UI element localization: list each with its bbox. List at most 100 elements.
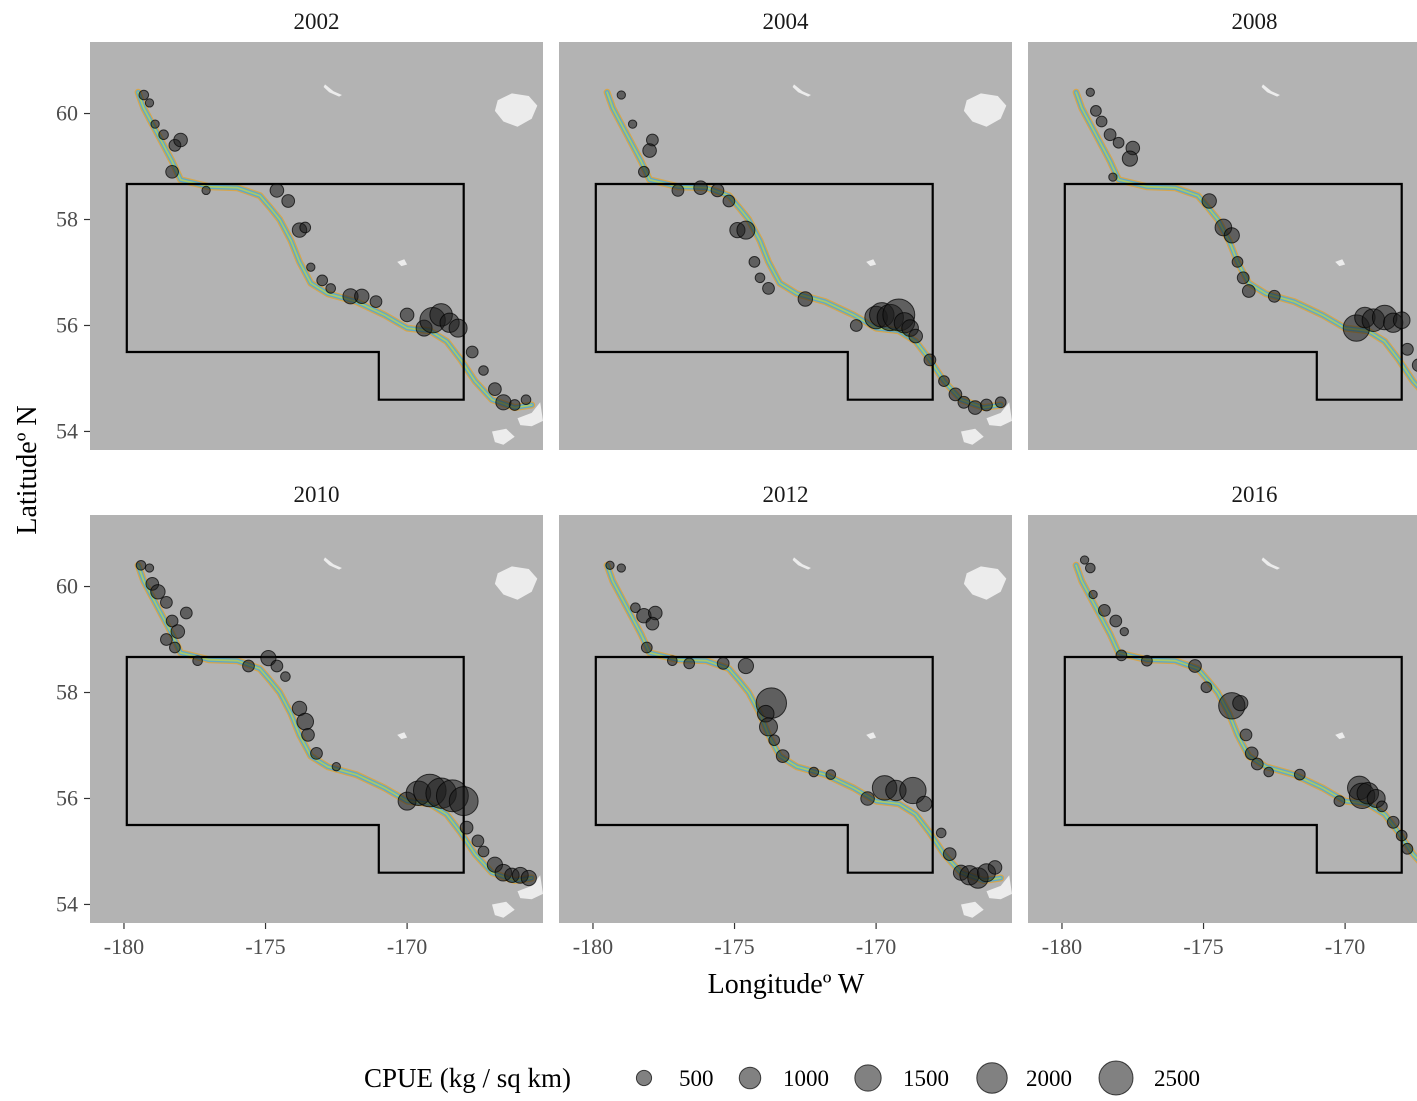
cpue-point (1112, 136, 1125, 149)
cpue-point (759, 717, 778, 737)
cpue-point (994, 396, 1007, 409)
cpue-point (459, 820, 474, 835)
cpue-point (808, 766, 820, 778)
legend-key-2500 (1098, 1060, 1134, 1096)
cpue-point (1232, 695, 1249, 712)
cpue-point (737, 657, 755, 675)
cpue-point (768, 734, 781, 747)
land-unalaska-island (492, 428, 515, 445)
cpue-point (683, 657, 696, 670)
legend-label-500: 500 (679, 1066, 714, 1091)
panel-background (559, 515, 1012, 923)
legend-key-1000 (738, 1066, 762, 1090)
cpue-point (1411, 358, 1417, 372)
cpue-point (354, 288, 370, 305)
study-area-outline (125, 182, 465, 401)
land-st-paul-island (866, 259, 877, 267)
cpue-point (710, 183, 725, 198)
cpue-point (270, 659, 284, 673)
cpue-point (638, 165, 650, 178)
cpue-point (310, 747, 323, 760)
cpue-point (1244, 746, 1259, 761)
panel-title-2010: 2010 (294, 482, 340, 507)
cpue-point (1119, 626, 1129, 637)
study-area-outline (1063, 655, 1403, 874)
cpue-point (369, 295, 383, 308)
y-axis-label: Latitudeº N (12, 405, 43, 534)
land-st-paul-island (866, 732, 877, 740)
land-nunivak-island (494, 566, 538, 600)
land-st-matthew-island (1261, 557, 1280, 570)
panel-background (1028, 515, 1417, 923)
x-tick-label: -170 (856, 934, 896, 959)
x-tick-label: -180 (104, 934, 144, 959)
cpue-point (1231, 256, 1244, 268)
cpue-point (1098, 604, 1111, 617)
y-tick-label: 54 (56, 418, 78, 443)
cpue-point (280, 671, 291, 682)
cpue-point (754, 272, 766, 284)
cpue-point (1108, 172, 1118, 182)
cpue-point (495, 394, 512, 411)
cpue-point (1392, 311, 1411, 330)
study-area-outline (594, 182, 934, 401)
land-st-matthew-island (323, 557, 342, 570)
legend-key-1500 (854, 1064, 882, 1092)
cpue-point (1109, 614, 1123, 628)
cpue-point (201, 185, 211, 196)
map-panel-2010: 2010 54 56 58 60 -180 -175 -170 (56, 482, 543, 959)
cpue-point (1241, 284, 1256, 298)
panel-background (559, 42, 1012, 450)
cpue-point (192, 655, 203, 667)
map-panel-2004: 2004 (559, 9, 1012, 450)
cpue-point (748, 256, 761, 268)
cpue-point (908, 328, 924, 344)
cpue-point (980, 398, 993, 412)
x-tick-label: -170 (1325, 934, 1365, 959)
cpue-point (1223, 227, 1240, 244)
cpue-point (242, 659, 255, 673)
cpue-point (520, 394, 532, 406)
cpue-point (923, 353, 937, 367)
land-nunivak-island (963, 93, 1007, 127)
y-tick-label: 60 (56, 101, 78, 126)
legend-key-500 (635, 1069, 653, 1087)
legend-label-2500: 2500 (1154, 1066, 1200, 1091)
study-area-outline (125, 655, 465, 874)
x-tick-label: -180 (573, 934, 613, 959)
land-nunivak-island (963, 566, 1007, 600)
land-st-matthew-island (323, 84, 342, 97)
cpue-point (948, 387, 963, 402)
cpue-point (899, 776, 927, 805)
cpue-point (1293, 768, 1306, 781)
land-unalaska-island (492, 901, 515, 918)
cpue-point (465, 345, 479, 359)
cpue-point (671, 184, 685, 197)
x-axis-label: Longitudeº W (708, 969, 865, 1000)
cpue-point (1090, 105, 1102, 117)
cpue-point (478, 365, 489, 376)
cpue-point (448, 786, 479, 817)
map-panel-2002: 2002 54 56 58 60 (56, 9, 543, 450)
cpue-point (325, 283, 337, 294)
y-tick-label: 58 (56, 680, 78, 705)
cpue-point (144, 563, 155, 573)
cpue-point (448, 318, 468, 338)
cpue-point (762, 282, 775, 295)
cpue-point (471, 834, 485, 848)
x-tick-label: -170 (387, 934, 427, 959)
cpue-point (165, 614, 179, 628)
panel-title-2002: 2002 (294, 9, 340, 34)
cpue-point (849, 319, 863, 332)
cpue-point (1085, 87, 1095, 97)
panel-background (1028, 42, 1417, 450)
land-st-matthew-island (792, 84, 811, 97)
land-st-paul-island (1335, 259, 1346, 267)
land-unimak-and-alaska-peninsula (517, 402, 543, 427)
cpue-point (1386, 815, 1400, 829)
cpue-point (645, 616, 660, 631)
cpue-point (1236, 271, 1250, 285)
x-tick-label: -180 (1042, 934, 1082, 959)
panel-background (90, 515, 543, 923)
